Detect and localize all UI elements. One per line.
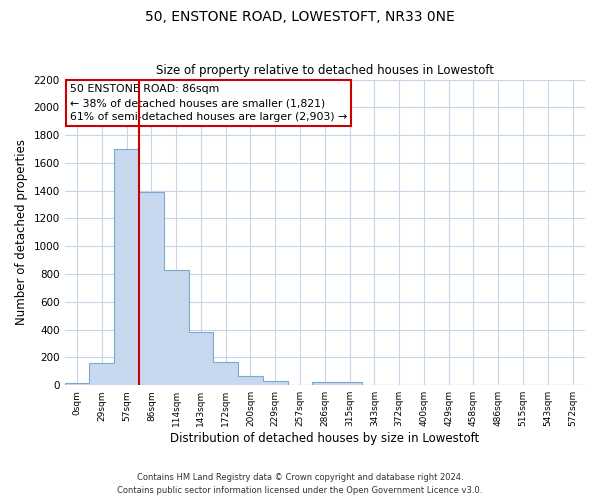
Y-axis label: Number of detached properties: Number of detached properties [15,140,28,326]
Text: 50 ENSTONE ROAD: 86sqm
← 38% of detached houses are smaller (1,821)
61% of semi-: 50 ENSTONE ROAD: 86sqm ← 38% of detached… [70,84,347,122]
X-axis label: Distribution of detached houses by size in Lowestoft: Distribution of detached houses by size … [170,432,479,445]
Text: 50, ENSTONE ROAD, LOWESTOFT, NR33 0NE: 50, ENSTONE ROAD, LOWESTOFT, NR33 0NE [145,10,455,24]
Text: Contains HM Land Registry data © Crown copyright and database right 2024.
Contai: Contains HM Land Registry data © Crown c… [118,474,482,495]
Title: Size of property relative to detached houses in Lowestoft: Size of property relative to detached ho… [156,64,494,77]
